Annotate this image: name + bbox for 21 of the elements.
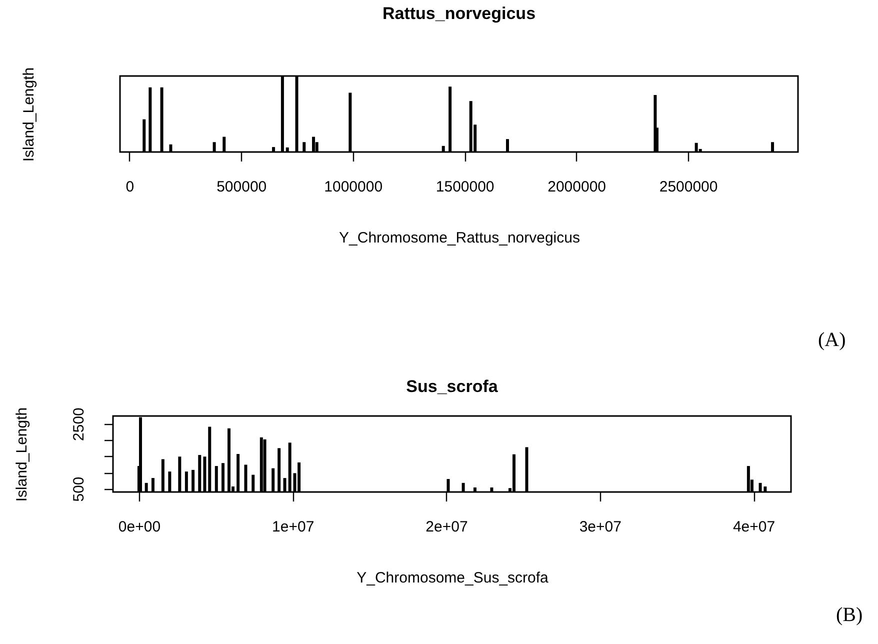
x-tick-label: 0 bbox=[126, 178, 134, 196]
chart-title: Sus_scrofa bbox=[406, 376, 498, 396]
y-tick-label: 2500 bbox=[70, 408, 88, 441]
x-tick-label: 2000000 bbox=[548, 178, 606, 196]
x-axis-title: Y_Chromosome_Sus_scrofa bbox=[356, 570, 550, 586]
x-axis-title: Y_Chromosome_Rattus_norvegicus bbox=[339, 230, 580, 246]
y-tick-label: 500 bbox=[70, 476, 88, 502]
x-tick-label: 2e+07 bbox=[426, 518, 468, 536]
x-tick-label: 4e+07 bbox=[732, 518, 776, 536]
text: (A) bbox=[818, 328, 846, 352]
x-tick-label: 1000000 bbox=[324, 178, 383, 196]
x-tick-label: 1e+07 bbox=[272, 518, 314, 536]
x-tick-label: 0e+00 bbox=[118, 518, 161, 536]
y-axis-title: Island_Length bbox=[14, 407, 30, 502]
text: (B) bbox=[836, 603, 863, 627]
x-tick-label: 2500000 bbox=[659, 178, 718, 196]
x-tick-label: 3e+07 bbox=[579, 518, 622, 536]
y-axis-title: Island_Length bbox=[20, 67, 38, 162]
x-tick-label: 500000 bbox=[216, 178, 267, 196]
chart-title: Rattus_norvegicus bbox=[382, 4, 536, 23]
x-tick-label: 1500000 bbox=[436, 178, 494, 196]
